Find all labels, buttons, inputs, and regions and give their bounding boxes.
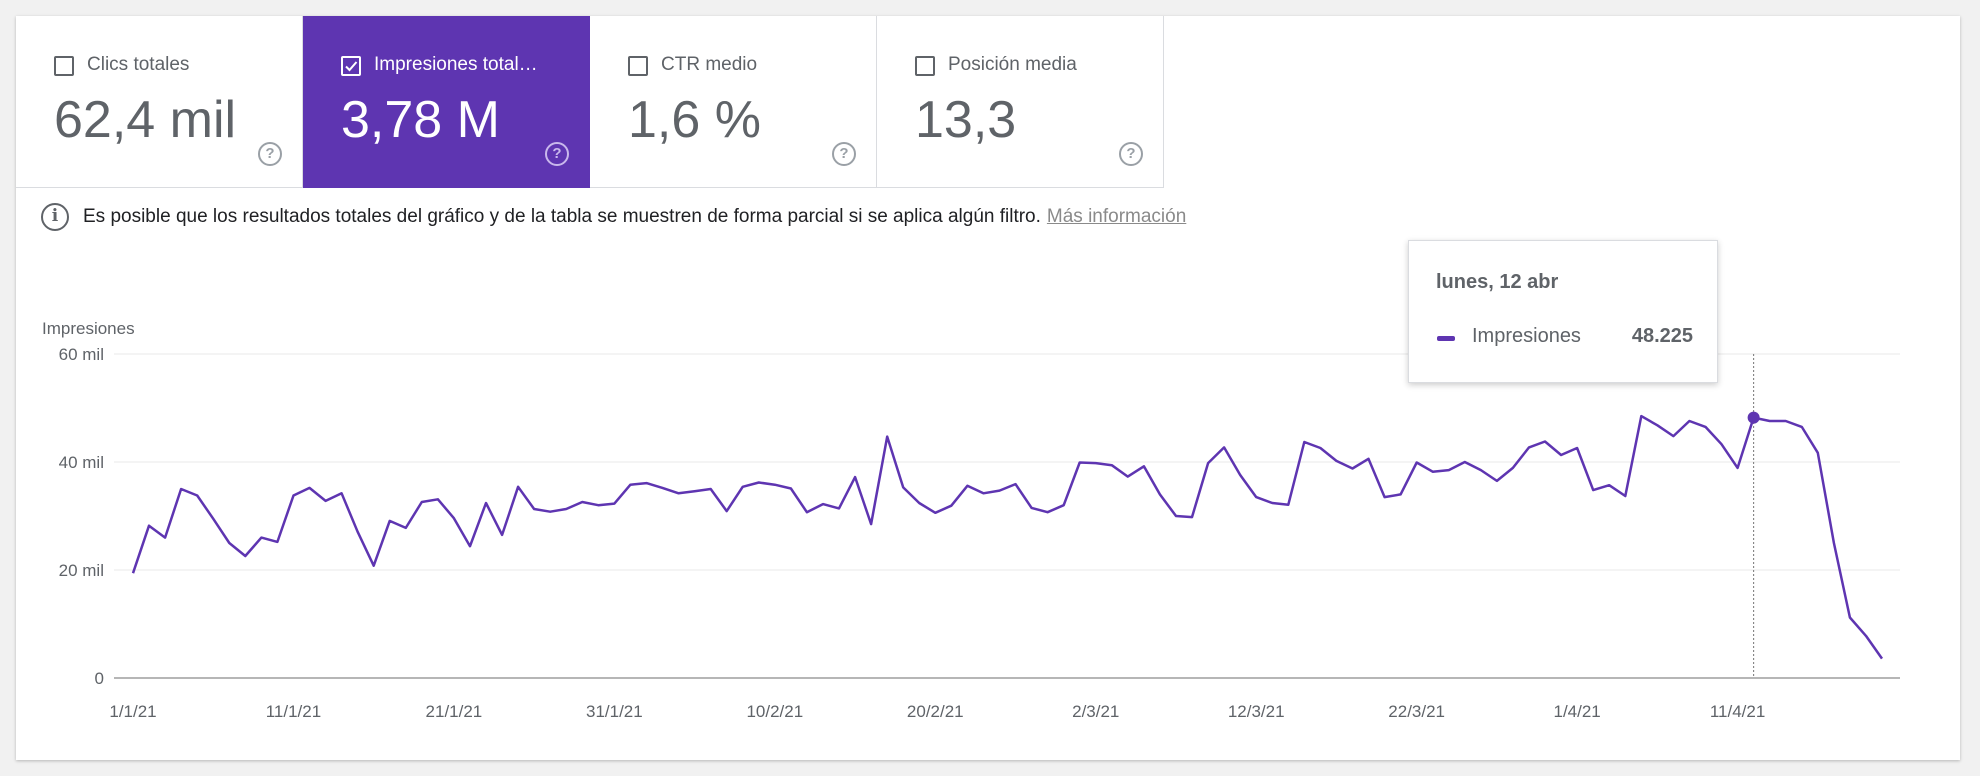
metric-ctr-value: 1,6 %	[628, 91, 761, 149]
tooltip-series-name: Impresiones	[1472, 325, 1581, 347]
more-info-link[interactable]: Más información	[1046, 206, 1187, 227]
x-tick-label: 21/1/21	[426, 702, 483, 721]
y-tick-label: 20 mil	[59, 561, 104, 580]
series-line-impressions	[131, 414, 1884, 660]
metric-clicks[interactable]: Clics totales 62,4 mil ?	[16, 16, 303, 188]
info-text: Es posible que los resultados totales de…	[83, 206, 1041, 227]
x-tick-label: 11/1/21	[266, 702, 321, 721]
x-tick-label: 10/2/21	[746, 702, 803, 721]
metric-tabs: Clics totales 62,4 mil ? Impresiones tot…	[16, 16, 1164, 188]
y-tick-label: 40 mil	[59, 453, 104, 472]
highlight-point	[1747, 411, 1760, 424]
x-tick-label: 2/3/21	[1072, 702, 1119, 721]
metric-position-label: Posición media	[948, 54, 1077, 75]
x-tick-label: 20/2/21	[907, 702, 964, 721]
info-icon: i	[41, 203, 69, 231]
metric-impressions-value: 3,78 M	[341, 91, 500, 149]
clicks-checkbox[interactable]	[54, 56, 74, 76]
y-tick-label: 60 mil	[59, 345, 104, 364]
tooltip-series-swatch	[1437, 336, 1455, 341]
help-icon[interactable]: ?	[545, 142, 569, 166]
x-tick-label: 22/3/21	[1388, 702, 1445, 721]
metric-ctr[interactable]: CTR medio 1,6 % ?	[590, 16, 877, 188]
x-tick-label: 31/1/21	[586, 702, 643, 721]
tooltip-value: 48.225	[1631, 325, 1693, 347]
x-tick-label: 1/4/21	[1553, 702, 1600, 721]
ctr-checkbox[interactable]	[628, 56, 648, 76]
x-tick-label: 1/1/21	[109, 702, 156, 721]
help-icon[interactable]: ?	[1119, 142, 1143, 166]
y-axis-title: Impresiones	[42, 319, 135, 338]
tooltip-date: lunes, 12 abr	[1436, 271, 1559, 293]
metric-ctr-label: CTR medio	[661, 54, 758, 75]
metric-impressions-label: Impresiones total…	[374, 54, 538, 75]
help-icon[interactable]: ?	[832, 142, 856, 166]
y-tick-label: 0	[95, 669, 104, 688]
metric-clicks-value: 62,4 mil	[54, 91, 237, 149]
x-tick-label: 12/3/21	[1228, 702, 1285, 721]
help-icon[interactable]: ?	[258, 142, 282, 166]
position-checkbox[interactable]	[915, 56, 935, 76]
x-tick-label: 11/4/21	[1710, 702, 1765, 721]
impressions-checkbox[interactable]	[341, 56, 361, 76]
chart-tooltip: lunes, 12 abr Impresiones 48.225	[1408, 240, 1718, 383]
check-icon	[345, 61, 358, 72]
info-banner: i Es posible que los resultados totales …	[41, 202, 1186, 232]
metric-impressions[interactable]: Impresiones total… 3,78 M ?	[303, 16, 590, 188]
metric-position-value: 13,3	[915, 91, 1017, 149]
metric-clicks-label: Clics totales	[87, 54, 190, 75]
metric-position[interactable]: Posición media 13,3 ?	[877, 16, 1164, 188]
